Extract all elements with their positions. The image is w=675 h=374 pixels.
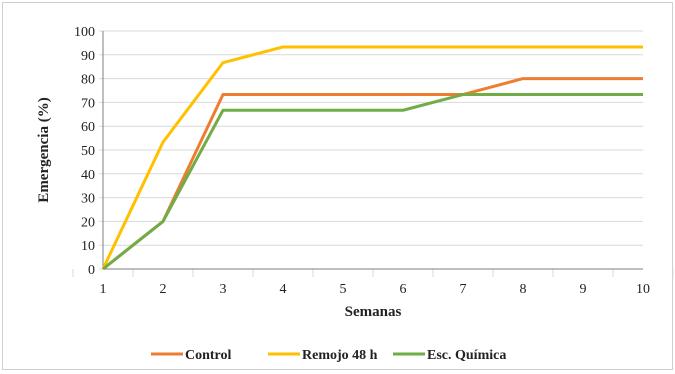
series-line-esc-qu-mica bbox=[103, 95, 643, 269]
y-tick-label: 40 bbox=[81, 168, 95, 183]
x-tick-label: 4 bbox=[280, 282, 287, 297]
x-axis-title: Semanas bbox=[345, 304, 402, 320]
y-tick-label: 90 bbox=[81, 49, 95, 64]
y-tick-label: 0 bbox=[88, 263, 95, 278]
x-tick-label: 5 bbox=[340, 282, 347, 297]
y-tick-label: 10 bbox=[81, 239, 95, 254]
y-axis-title: Emergencia (%) bbox=[36, 97, 52, 202]
y-tick-label: 50 bbox=[81, 144, 95, 159]
grid bbox=[73, 31, 673, 277]
chart-container: 0 10 20 30 40 50 60 70 80 90 100 1 2 3 4 5 6 7 8 9 10 Seman… bbox=[2, 2, 673, 370]
legend-label: Remojo 48 h bbox=[302, 348, 378, 363]
x-tick-labels: 1 2 3 4 5 6 7 8 9 10 bbox=[100, 282, 651, 297]
x-tick-label: 9 bbox=[580, 282, 587, 297]
x-tick-label: 8 bbox=[520, 282, 527, 297]
legend: Control Remojo 48 h Esc. Química bbox=[151, 348, 506, 363]
series-line-remojo-48-h bbox=[103, 47, 643, 269]
y-tick-label: 100 bbox=[74, 25, 95, 40]
x-tick-label: 10 bbox=[636, 282, 650, 297]
y-tick-label: 30 bbox=[81, 192, 95, 207]
x-tick-label: 1 bbox=[100, 282, 107, 297]
y-tick-label: 80 bbox=[81, 73, 95, 88]
x-tick-label: 7 bbox=[460, 282, 467, 297]
series-lines bbox=[103, 47, 643, 269]
y-tick-label: 70 bbox=[81, 96, 95, 111]
line-chart: 0 10 20 30 40 50 60 70 80 90 100 1 2 3 4 5 6 7 8 9 10 Seman… bbox=[3, 3, 674, 371]
legend-label: Esc. Química bbox=[427, 348, 506, 363]
y-tick-labels: 0 10 20 30 40 50 60 70 80 90 100 bbox=[74, 25, 95, 278]
x-tick-label: 2 bbox=[160, 282, 167, 297]
y-tick-label: 20 bbox=[81, 215, 95, 230]
legend-label: Control bbox=[185, 348, 232, 363]
x-tick-label: 3 bbox=[220, 282, 227, 297]
x-tick-label: 6 bbox=[400, 282, 407, 297]
y-tick-label: 60 bbox=[81, 120, 95, 135]
